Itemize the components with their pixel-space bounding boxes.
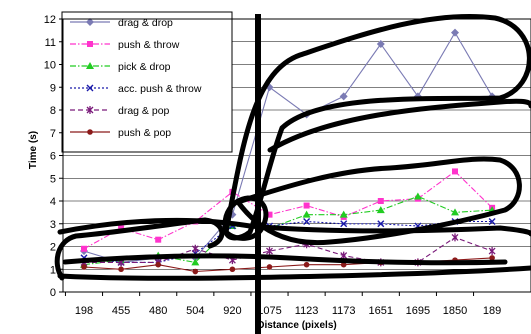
x-tick-label: 198 [75, 305, 93, 317]
plot-area-border [62, 18, 531, 293]
x-tick-label: 920 [223, 305, 241, 317]
legend-marker [87, 129, 93, 135]
x-tick-label: 1075 [257, 305, 281, 317]
data-point [452, 168, 458, 175]
y-axis-title: Time (s) [28, 131, 39, 169]
data-point [302, 210, 311, 218]
outline-920-loop [222, 195, 269, 241]
y-tick-label: 7 [50, 128, 56, 140]
y-tick-label: 3 [50, 219, 56, 231]
data-point [339, 92, 348, 101]
data-point [451, 28, 459, 37]
data-point [191, 258, 200, 266]
legend-label: drag & drop [118, 17, 173, 29]
data-point [451, 233, 459, 242]
y-tick-label: 9 [50, 82, 56, 94]
x-tick-label: 455 [112, 305, 130, 317]
data-point [488, 247, 496, 256]
data-point [266, 247, 273, 256]
data-point [376, 40, 385, 49]
data-point [229, 266, 236, 273]
x-axis-ticks: 198 455 480 504 920 1075 1123 1173 1651 1695 1850 1… [64, 292, 501, 317]
data-point [191, 244, 199, 253]
outline-push-and-throw [235, 156, 522, 246]
legend-label: push & pop [118, 127, 171, 139]
y-tick-label: 2 [50, 242, 56, 254]
x-tick-label: 480 [149, 305, 167, 317]
data-point [489, 255, 495, 261]
legend-label: pick & drop [118, 61, 171, 73]
data-point [303, 217, 311, 225]
data-point [118, 266, 124, 273]
series-line [83, 195, 493, 266]
y-tick-label: 11 [45, 37, 56, 49]
legend: drag & drop push & throw pick & drop acc. p… [61, 11, 233, 153]
data-point [266, 211, 273, 218]
y-tick-label: 8 [50, 105, 56, 117]
series-line [83, 170, 493, 250]
legend-marker [86, 106, 94, 114]
data-point [376, 206, 385, 214]
legend-label: acc. push & throw [118, 83, 202, 95]
outline-lower-band [57, 217, 531, 237]
data-point [413, 192, 422, 200]
x-tick-label: 189 [483, 305, 501, 317]
legend-item: drag & pop [70, 105, 170, 117]
data-point [451, 208, 459, 216]
outline-left-cluster [54, 217, 225, 281]
y-tick-label: 1 [50, 264, 56, 276]
legend-item: push & pop [70, 127, 171, 139]
y-tick-label: 12 [44, 14, 56, 26]
legend-marker [87, 41, 93, 47]
legend-item: pick & drop [70, 61, 171, 73]
outline-middle-band [62, 253, 508, 266]
outline-bottom-band [57, 265, 531, 281]
x-tick-label: 1695 [406, 305, 430, 317]
data-point [488, 217, 496, 225]
data-point [339, 210, 348, 218]
data-point [155, 236, 162, 243]
data-point [340, 220, 348, 228]
x-tick-label: 1651 [369, 305, 393, 317]
outline-top-curve [267, 98, 531, 153]
y-tick-label: 4 [50, 196, 56, 208]
x-axis-title: Distance (pixels) [257, 320, 336, 331]
annotation-strokes [54, 13, 531, 334]
legend-item: acc. push & throw [70, 83, 202, 95]
data-point [81, 245, 87, 252]
data-point [192, 268, 199, 275]
y-tick-label: 0 [50, 287, 56, 299]
data-point [81, 264, 87, 270]
y-tick-label: 6 [50, 151, 56, 163]
legend-item: push & throw [70, 39, 180, 51]
legend-label: drag & pop [118, 105, 170, 117]
x-tick-label: 1173 [332, 305, 356, 317]
series-line [84, 236, 493, 263]
legend-marker [86, 62, 94, 69]
x-tick-label: 1850 [443, 305, 467, 317]
legend-marker [86, 84, 94, 92]
legend-marker [86, 18, 94, 26]
legend-item: drag & drop [70, 17, 173, 29]
x-tick-label: 504 [186, 305, 204, 317]
x-tick-label: 1123 [295, 305, 319, 317]
y-tick-label: 10 [44, 60, 56, 72]
data-point [155, 261, 161, 268]
data-point [340, 261, 347, 268]
data-point [303, 202, 310, 209]
legend-box [61, 11, 233, 153]
data-point [118, 225, 125, 232]
legend-label: push & throw [118, 39, 180, 51]
data-point [377, 198, 384, 204]
series-group [80, 28, 497, 275]
data-point [377, 220, 385, 228]
data-point [266, 264, 273, 270]
data-point [303, 261, 310, 268]
y-tick-label: 5 [50, 173, 56, 185]
